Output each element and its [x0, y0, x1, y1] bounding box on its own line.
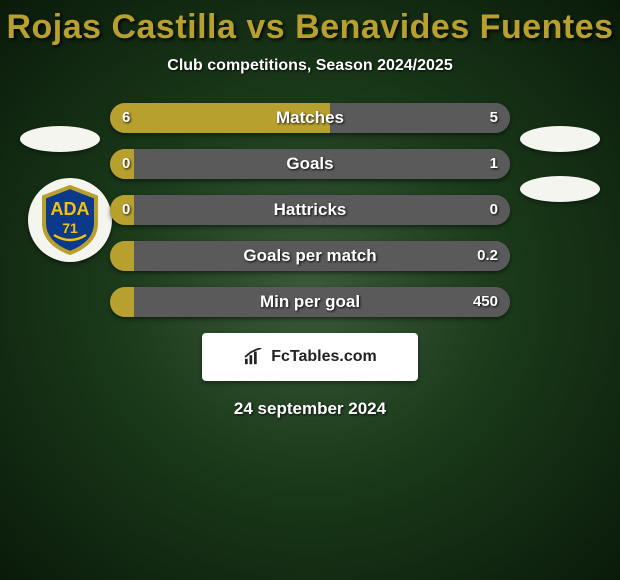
stat-value-left: 0	[122, 149, 130, 179]
bar-track	[110, 195, 510, 225]
date-text: 24 september 2024	[0, 399, 620, 419]
stat-value-left: 0	[122, 195, 130, 225]
bar-right	[134, 241, 510, 271]
player2-name: Benavides Fuentes	[295, 8, 613, 46]
bar-track	[110, 241, 510, 271]
bar-left	[110, 241, 134, 271]
page-title: Rojas Castilla vs Benavides Fuentes	[0, 0, 620, 47]
bar-right	[134, 287, 510, 317]
comparison-card: Rojas Castilla vs Benavides Fuentes Club…	[0, 0, 620, 580]
bar-track	[110, 103, 510, 133]
bar-left	[110, 287, 134, 317]
stat-value-right: 0.2	[477, 241, 498, 271]
attribution-box: FcTables.com	[202, 333, 418, 381]
vs-text: vs	[246, 8, 285, 46]
stat-value-right: 5	[490, 103, 498, 133]
chart-icon	[243, 348, 265, 366]
bar-right	[330, 103, 510, 133]
stat-row: Min per goal450	[0, 287, 620, 317]
subtitle: Club competitions, Season 2024/2025	[0, 57, 620, 75]
stat-value-right: 1	[490, 149, 498, 179]
bar-track	[110, 149, 510, 179]
bar-right	[134, 149, 510, 179]
stat-row: Matches65	[0, 103, 620, 133]
stat-row: Goals per match0.2	[0, 241, 620, 271]
stat-value-right: 0	[490, 195, 498, 225]
player1-name: Rojas Castilla	[6, 8, 236, 46]
attribution-text: FcTables.com	[271, 348, 377, 366]
stat-row: Hattricks00	[0, 195, 620, 225]
stat-value-right: 450	[473, 287, 498, 317]
stat-row: Goals01	[0, 149, 620, 179]
stat-value-left: 6	[122, 103, 130, 133]
bar-track	[110, 287, 510, 317]
stats-chart: Matches65Goals01Hattricks00Goals per mat…	[0, 103, 620, 317]
bar-left	[110, 103, 330, 133]
